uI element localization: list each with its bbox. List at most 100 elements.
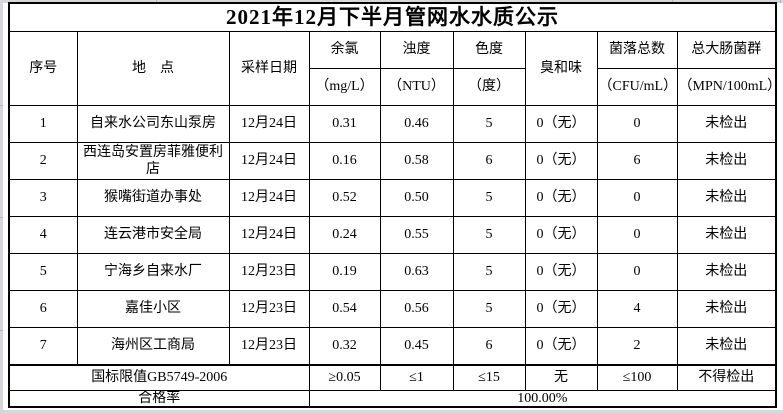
cell-date: 12月24日 <box>228 179 310 217</box>
cell-serial: 3 <box>8 179 78 217</box>
header-chlorine: 余氯 <box>308 31 381 69</box>
cell-coliform: 未检出 <box>676 105 777 143</box>
cell-date: 12月23日 <box>228 253 310 291</box>
header-turbidity-unit: （NTU） <box>379 68 454 106</box>
cell-colony: 6 <box>596 142 678 180</box>
header-colony: 菌落总数 <box>596 31 678 69</box>
header-location: 地 点 <box>76 31 230 106</box>
pass-rate-label: 合格率 <box>8 390 310 408</box>
table-row: 7 海州区工商局 12月23日 0.32 0.45 6 0（无） 2 未检出 <box>8 327 777 366</box>
cell-serial: 1 <box>8 105 78 143</box>
cell-coliform: 未检出 <box>676 327 777 366</box>
cell-turbidity: 0.45 <box>379 327 454 366</box>
cell-odor: 0（无） <box>524 179 598 217</box>
cell-serial: 2 <box>8 142 78 180</box>
header-coliform: 总大肠菌群 <box>676 31 777 69</box>
cell-chroma: 5 <box>452 290 526 328</box>
cell-colony: 0 <box>596 216 678 254</box>
cell-turbidity: 0.56 <box>379 290 454 328</box>
cell-location: 宁海乡自来水厂 <box>76 253 230 291</box>
cell-coliform: 未检出 <box>676 142 777 180</box>
cell-turbidity: 0.58 <box>379 142 454 180</box>
cell-turbidity: 0.55 <box>379 216 454 254</box>
cell-date: 12月24日 <box>228 216 310 254</box>
pass-rate-value: 100.00% <box>308 390 777 408</box>
header-chlorine-unit: （mg/L） <box>308 68 381 106</box>
cell-chlorine: 0.52 <box>308 179 381 217</box>
cell-chlorine: 0.24 <box>308 216 381 254</box>
standard-coliform: 不得检出 <box>676 364 777 391</box>
cell-coliform: 未检出 <box>676 290 777 328</box>
cell-chlorine: 0.31 <box>308 105 381 143</box>
cell-coliform: 未检出 <box>676 253 777 291</box>
title-row: 2021年12月下半月管网水水质公示 <box>8 2 777 32</box>
gridline <box>0 330 3 331</box>
cell-odor: 0（无） <box>524 105 598 143</box>
water-quality-table: 2021年12月下半月管网水水质公示 序号 地 点 采样日期 余氯 浊度 色度 … <box>8 2 778 408</box>
cell-colony: 0 <box>596 179 678 217</box>
cell-chroma: 5 <box>452 253 526 291</box>
cell-colony: 2 <box>596 327 678 366</box>
gridline <box>0 217 3 218</box>
cell-chlorine: 0.32 <box>308 327 381 366</box>
sheet-margin-bottom <box>0 410 783 414</box>
sheet-margin-top <box>0 0 783 3</box>
cell-colony: 0 <box>596 105 678 143</box>
cell-odor: 0（无） <box>524 142 598 180</box>
cell-chlorine: 0.54 <box>308 290 381 328</box>
cell-serial: 7 <box>8 327 78 366</box>
header-row-2: （mg/L） （NTU） （度） （CFU/mL） （MPN/100mL） <box>9 68 777 106</box>
header-chroma-unit: （度） <box>452 68 526 106</box>
cell-odor: 0（无） <box>524 327 598 366</box>
table-row: 5 宁海乡自来水厂 12月23日 0.19 0.63 5 0（无） 0 未检出 <box>8 253 777 291</box>
gridline <box>156 0 157 3</box>
cell-odor: 0（无） <box>524 253 598 291</box>
standard-odor: 无 <box>524 364 598 391</box>
gridline <box>0 105 3 106</box>
cell-turbidity: 0.50 <box>379 179 454 217</box>
cell-colony: 4 <box>596 290 678 328</box>
header-colony-unit: （CFU/mL） <box>596 68 678 106</box>
cell-odor: 0（无） <box>524 216 598 254</box>
header-chroma: 色度 <box>452 31 526 69</box>
cell-chlorine: 0.16 <box>308 142 381 180</box>
standard-colony: ≤100 <box>596 364 678 391</box>
cell-location: 海州区工商局 <box>76 327 230 366</box>
page-title: 2021年12月下半月管网水水质公示 <box>8 2 777 32</box>
cell-chroma: 5 <box>452 179 526 217</box>
cell-colony: 0 <box>596 253 678 291</box>
cell-location: 嘉佳小区 <box>76 290 230 328</box>
cell-serial: 5 <box>8 253 78 291</box>
cell-date: 12月24日 <box>228 142 310 180</box>
table-row: 3 猴嘴街道办事处 12月24日 0.52 0.50 5 0（无） 0 未检出 <box>8 179 777 217</box>
cell-location: 猴嘴街道办事处 <box>76 179 230 217</box>
header-odor: 臭和味 <box>524 31 598 106</box>
cell-odor: 0（无） <box>524 290 598 328</box>
header-turbidity: 浊度 <box>379 31 454 69</box>
cell-date: 12月23日 <box>228 290 310 328</box>
standard-limit-row: 国标限值GB5749-2006 ≥0.05 ≤1 ≤15 无 ≤100 不得检出 <box>8 364 777 391</box>
cell-chroma: 6 <box>452 142 526 180</box>
cell-coliform: 未检出 <box>676 216 777 254</box>
cell-location: 连云港市安全局 <box>76 216 230 254</box>
pass-rate-row: 合格率 100.00% <box>8 390 777 408</box>
cell-date: 12月24日 <box>228 105 310 143</box>
standard-chroma: ≤15 <box>452 364 526 391</box>
header-row-1: 序号 地 点 采样日期 余氯 浊度 色度 臭和味 菌落总数 总大肠菌群 <box>8 31 777 106</box>
cell-chlorine: 0.19 <box>308 253 381 291</box>
cell-location: 自来水公司东山泵房 <box>76 105 230 143</box>
header-serial: 序号 <box>8 31 78 106</box>
standard-chlorine: ≥0.05 <box>308 364 381 391</box>
cell-coliform: 未检出 <box>676 179 777 217</box>
cell-chroma: 5 <box>452 216 526 254</box>
cell-serial: 4 <box>8 216 78 254</box>
header-sample-date: 采样日期 <box>228 31 310 106</box>
table-row: 1 自来水公司东山泵房 12月24日 0.31 0.46 5 0（无） 0 未检… <box>8 105 777 143</box>
sheet-margin-left <box>0 0 3 414</box>
table-row: 2 西连岛安置房菲雅便利店 12月24日 0.16 0.58 6 0（无） 6 … <box>8 142 777 180</box>
header-coliform-unit: （MPN/100mL） <box>676 68 777 106</box>
gridline <box>672 0 673 3</box>
cell-turbidity: 0.46 <box>379 105 454 143</box>
table-row: 4 连云港市安全局 12月24日 0.24 0.55 5 0（无） 0 未检出 <box>8 216 777 254</box>
table-row: 6 嘉佳小区 12月23日 0.54 0.56 5 0（无） 4 未检出 <box>8 290 777 328</box>
